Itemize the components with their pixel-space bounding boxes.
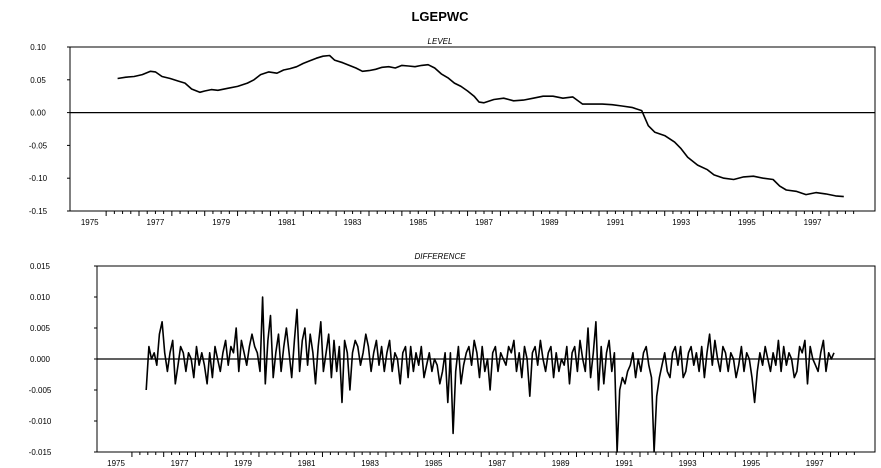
level-x-tick-label: 1993 (672, 218, 690, 227)
difference-x-tick-label: 1983 (361, 459, 379, 468)
level-y-tick-label: -0.15 (29, 207, 48, 216)
level-x-tick-label: 1975 (81, 218, 99, 227)
difference-x-tick-label: 1975 (107, 459, 125, 468)
difference-x-tick-label: 1997 (806, 459, 824, 468)
difference-y-tick-label: 0.010 (30, 293, 51, 302)
difference-y-tick-label: -0.010 (29, 417, 52, 426)
level-y-tick-label: -0.05 (29, 141, 48, 150)
level-x-tick-label: 1995 (738, 218, 756, 227)
level-x-tick-label: 1981 (278, 218, 296, 227)
level-x-tick-label: 1979 (212, 218, 230, 227)
difference-y-tick-label: 0.005 (30, 324, 51, 333)
chart-title: LGEPWC (411, 9, 469, 24)
level-y-tick-label: 0.05 (30, 76, 46, 85)
level-x-tick-label: 1989 (541, 218, 559, 227)
level-x-tick-label: 1977 (147, 218, 165, 227)
difference-x-tick-label: 1985 (425, 459, 443, 468)
difference-x-tick-label: 1987 (488, 459, 506, 468)
difference-x-tick-label: 1995 (742, 459, 760, 468)
difference-y-tick-label: -0.005 (29, 386, 52, 395)
level-series-line (117, 54, 844, 198)
difference-y-tick-label: 0.015 (30, 262, 51, 271)
level-panel: LEVEL 0.10 0.05 0.00 -0.05 -0.10 -0.15 1975 197… (29, 37, 876, 227)
level-y-tick-label: 0.00 (30, 109, 46, 118)
level-x-tick-label: 1983 (344, 218, 362, 227)
level-x-tick-label: 1997 (804, 218, 822, 227)
level-panel-frame (69, 46, 876, 212)
level-panel-subtitle: LEVEL (428, 37, 453, 46)
level-x-tick-label: 1987 (475, 218, 493, 227)
difference-y-tick-label: 0.000 (30, 355, 51, 364)
level-x-tick-label: 1991 (607, 218, 625, 227)
difference-x-tick-label: 1977 (171, 459, 189, 468)
level-y-tick-label: 0.10 (30, 43, 46, 52)
difference-panel: DIFFERENCE 0.015 0.010 0.005 0.000 -0.005 -0.… (29, 252, 876, 468)
difference-x-tick-label: 1979 (234, 459, 252, 468)
difference-x-tick-label: 1981 (298, 459, 316, 468)
difference-series-line (145, 296, 835, 453)
level-x-tick-label: 1985 (409, 218, 427, 227)
difference-panel-subtitle: DIFFERENCE (414, 252, 466, 261)
level-y-tick-label: -0.10 (29, 174, 48, 183)
difference-y-tick-label: -0.015 (29, 448, 52, 457)
difference-x-tick-label: 1991 (615, 459, 633, 468)
difference-x-tick-label: 1989 (552, 459, 570, 468)
difference-x-tick-label: 1993 (679, 459, 697, 468)
